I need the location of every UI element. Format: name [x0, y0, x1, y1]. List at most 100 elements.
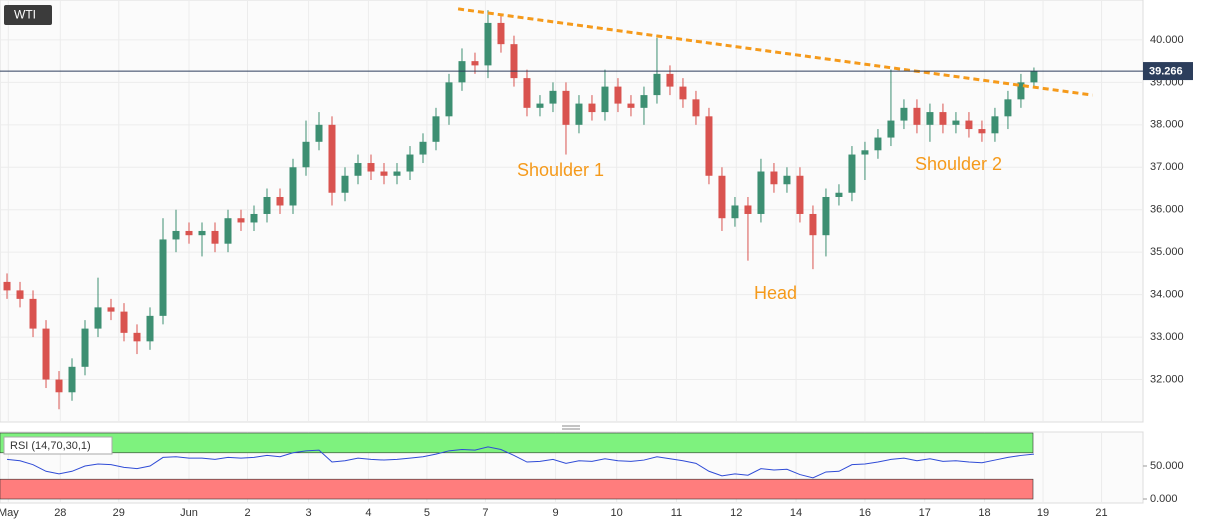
candle-body	[900, 107, 908, 121]
candle-body	[653, 73, 661, 96]
candle-body	[770, 171, 778, 185]
candle-body	[887, 120, 895, 138]
candle-body	[172, 230, 180, 240]
candle-body	[666, 73, 674, 87]
candle-body	[133, 332, 141, 342]
x-tick-label: 5	[424, 507, 430, 519]
oversold-band	[0, 478, 1034, 500]
y-tick-label: 33.000	[1150, 331, 1184, 343]
candle-body	[29, 298, 37, 329]
overbought-band	[0, 432, 1034, 454]
x-tick-label: 11	[671, 507, 682, 519]
candle-body	[991, 116, 999, 134]
candle-body	[965, 120, 973, 130]
candle-body	[367, 163, 375, 172]
candle-body	[718, 175, 726, 219]
candle-body	[939, 112, 947, 125]
price-pane	[0, 0, 1144, 423]
candle-body	[913, 107, 921, 125]
x-tick-label: 21	[1095, 507, 1107, 519]
x-tick-label: 9	[553, 507, 559, 519]
x-tick-label: May	[0, 507, 19, 519]
x-tick-label: 29	[113, 507, 125, 519]
candle-body	[575, 103, 583, 125]
candle-body	[835, 192, 843, 197]
candle-body	[42, 328, 50, 380]
candle-body	[406, 154, 414, 172]
candle-body	[809, 213, 817, 236]
rsi-title: RSI (14,70,30,1)	[10, 440, 91, 452]
rsi-line	[6, 446, 1034, 479]
candle-body	[705, 116, 713, 176]
rsi-title-box	[3, 436, 113, 455]
x-tick-label: 17	[919, 507, 931, 519]
candle-body	[861, 150, 869, 155]
candle-body	[159, 239, 167, 316]
candle-body	[952, 120, 960, 125]
candle-body	[16, 290, 24, 299]
candle-body	[289, 167, 297, 206]
candle-body	[926, 112, 934, 125]
last-price-box	[1143, 62, 1193, 81]
candle-body	[302, 141, 310, 168]
candle-body	[744, 205, 752, 214]
candle-body	[328, 124, 336, 193]
y-tick-label: 35.000	[1150, 246, 1184, 258]
candle-body	[81, 328, 89, 367]
candle-body	[510, 44, 518, 79]
candle-body	[250, 213, 258, 223]
candle-body	[822, 196, 830, 236]
candle-body	[731, 205, 739, 219]
annotation: Head	[754, 283, 797, 303]
candle-body	[432, 116, 440, 142]
candle-body	[471, 61, 479, 66]
candle-body	[211, 230, 219, 244]
candle-body	[380, 171, 388, 176]
x-tick-label: 2	[244, 507, 250, 519]
candle-body	[692, 99, 700, 117]
candle-body	[198, 230, 206, 236]
symbol-label: WTI	[14, 8, 36, 22]
y-tick-label: 50.000	[1150, 460, 1184, 472]
candle-body	[484, 22, 492, 66]
candle-body	[224, 218, 232, 244]
candle-body	[68, 366, 76, 393]
candle-body	[1004, 99, 1012, 117]
last-price-label: 39.266	[1149, 65, 1183, 77]
candle-body	[783, 175, 791, 185]
x-tick-label: 4	[365, 507, 371, 519]
y-tick-label: 34.000	[1150, 289, 1184, 301]
candle-body	[1030, 71, 1038, 83]
candle-body	[120, 311, 128, 333]
candle-body	[601, 86, 609, 113]
x-tick-label: 19	[1037, 507, 1049, 519]
x-tick-label: 10	[611, 507, 623, 519]
candle-body	[393, 171, 401, 176]
y-tick-label: 37.000	[1150, 161, 1184, 173]
candle-body	[848, 154, 856, 193]
trendline	[457, 7, 1093, 97]
candle-body	[237, 218, 245, 223]
candle-body	[549, 90, 557, 104]
candle-body	[419, 141, 427, 155]
x-tick-label: 14	[790, 507, 802, 519]
candle-body	[354, 163, 362, 176]
candle-body	[679, 86, 687, 100]
x-tick-label: Jun	[180, 507, 198, 519]
candle-body	[3, 281, 11, 291]
x-tick-label: 7	[482, 507, 488, 519]
candle-body	[796, 175, 804, 214]
candle-body	[276, 196, 284, 206]
candle-body	[55, 379, 63, 393]
symbol-box	[4, 5, 52, 25]
y-tick-label: 32.000	[1150, 373, 1184, 385]
candle-body	[640, 95, 648, 108]
candle-body	[757, 171, 765, 214]
candle-body	[614, 86, 622, 104]
candle-body	[874, 137, 882, 151]
x-tick-label: 3	[306, 507, 312, 519]
candle-body	[185, 230, 193, 236]
x-tick-label: 28	[54, 507, 66, 519]
